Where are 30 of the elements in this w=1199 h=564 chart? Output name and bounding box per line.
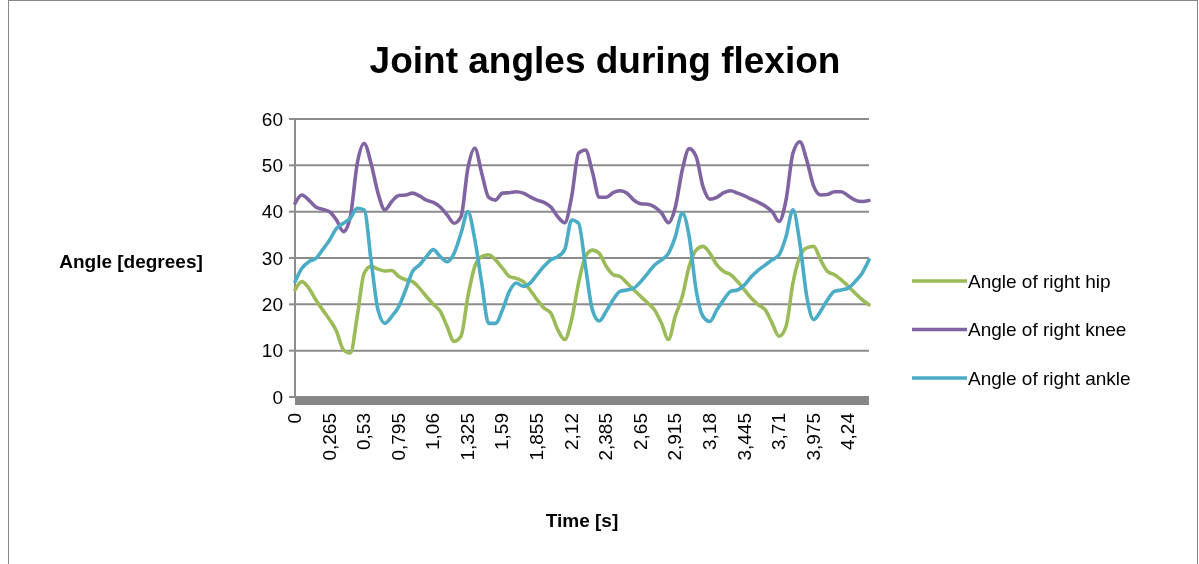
x-tick-label: 0,795 — [387, 413, 409, 461]
x-tick-label: 4,24 — [837, 412, 859, 450]
y-tick-label: 40 — [261, 201, 283, 223]
y-axis-title: Angle [degrees] — [59, 251, 203, 272]
x-tick-label: 2,915 — [664, 413, 686, 461]
x-tick-label: 3,71 — [768, 413, 790, 450]
x-tick-label: 0,265 — [318, 413, 340, 461]
chart-title: Joint angles during flexion — [369, 40, 841, 81]
y-tick-label: 10 — [261, 340, 283, 362]
x-tick-label: 1,59 — [491, 413, 513, 450]
x-tick-label: 0,53 — [353, 413, 375, 450]
x-axis-title: Time [s] — [545, 510, 619, 531]
y-tick-label: 0 — [272, 386, 283, 408]
x-tick-label: 3,975 — [802, 413, 824, 461]
x-tick-label: 0 — [284, 413, 305, 424]
legend-label: Angle of right ankle — [968, 367, 1131, 389]
x-tick-label: 3,18 — [698, 413, 720, 450]
legend-label: Angle of right knee — [968, 319, 1127, 341]
x-tick-label: 1,855 — [526, 413, 548, 461]
legend-label: Angle of right hip — [968, 270, 1111, 292]
x-tick-label: 2,12 — [560, 413, 582, 450]
x-tick-label: 2,65 — [629, 413, 651, 450]
y-tick-label: 20 — [261, 293, 283, 315]
y-tick-label: 60 — [261, 108, 283, 130]
y-tick-label: 50 — [261, 154, 283, 176]
x-tick-label: 1,325 — [456, 413, 478, 461]
y-tick-label: 30 — [261, 247, 283, 269]
x-tick-label: 1,06 — [422, 413, 444, 450]
x-tick-label: 2,385 — [595, 413, 617, 461]
x-tick-label: 3,445 — [733, 413, 755, 461]
